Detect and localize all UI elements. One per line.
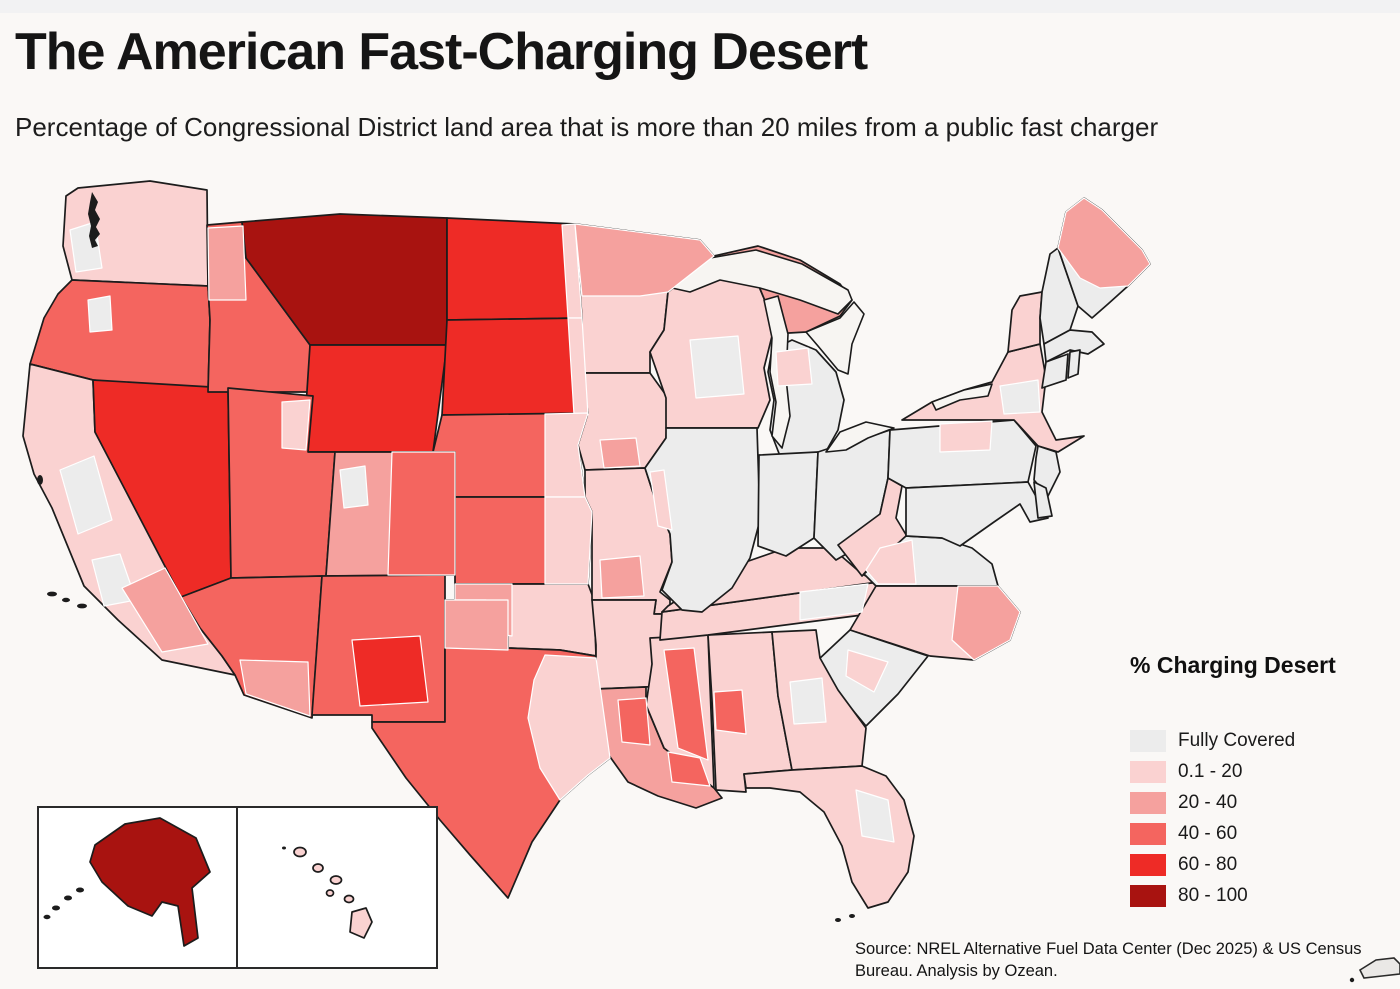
state-delaware	[1033, 481, 1053, 519]
legend-row: 60 - 80	[1130, 849, 1390, 880]
district-patch	[351, 635, 429, 707]
puget-sound-decoration	[88, 192, 100, 248]
aleutian-islands-decoration	[43, 887, 84, 920]
coast-decorations-layer	[37, 192, 855, 922]
source-line-2: Bureau. Analysis by Ozean.	[855, 962, 1058, 980]
legend-row: 40 - 60	[1130, 818, 1390, 849]
district-patch	[387, 451, 456, 576]
page-subtitle: Percentage of Congressional District lan…	[15, 112, 1159, 142]
state-rhode-island	[1067, 349, 1081, 379]
district-patch	[574, 223, 715, 297]
district-patch	[689, 335, 745, 399]
district-patch	[527, 654, 611, 801]
district-patch	[865, 539, 917, 585]
district-patch	[339, 465, 369, 509]
district-patch	[544, 496, 593, 585]
district-patch	[1057, 197, 1151, 289]
lake-ontario	[931, 383, 993, 411]
district-patch	[713, 689, 747, 735]
district-patch	[939, 420, 993, 453]
insets-layer	[37, 806, 438, 969]
district-patch	[667, 751, 711, 787]
district-patch	[789, 677, 827, 725]
legend-label: 80 - 100	[1178, 884, 1248, 906]
source-note: Source: NREL Alternative Fuel Data Cente…	[855, 938, 1365, 982]
legend-row: 80 - 100	[1130, 880, 1390, 911]
legend-swatch-80-100	[1130, 884, 1166, 907]
islet-dot-decoration	[1349, 977, 1355, 983]
state-alaska	[89, 817, 211, 947]
district-patch	[599, 555, 645, 599]
districts-layer	[59, 197, 1151, 843]
channel-island-decoration	[47, 591, 57, 597]
legend: % Charging Desert Fully Covered 0.1 - 20…	[1130, 652, 1390, 911]
legend-rows: Fully Covered 0.1 - 20 20 - 40 40 - 60 6…	[1130, 725, 1390, 911]
legend-row: 0.1 - 20	[1130, 756, 1390, 787]
legend-label: 0.1 - 20	[1178, 760, 1243, 782]
district-patch	[855, 789, 895, 843]
bottom-right-island	[1349, 957, 1400, 983]
district-patch	[951, 585, 1021, 661]
district-patch	[799, 583, 869, 621]
state-new-hampshire	[1039, 247, 1079, 345]
legend-swatch-20-40	[1130, 791, 1166, 814]
district-patch	[121, 567, 209, 653]
legend-swatch-fully-covered	[1130, 729, 1166, 752]
legend-label: Fully Covered	[1178, 729, 1296, 751]
island-decoration	[1358, 957, 1400, 979]
state-maryland	[905, 481, 1049, 547]
legend-row: Fully Covered	[1130, 725, 1390, 756]
legend-label: 20 - 40	[1178, 791, 1238, 813]
district-patch	[775, 347, 813, 387]
state-indiana	[757, 451, 819, 557]
legend-label: 60 - 80	[1178, 853, 1238, 875]
hawaii-inset-box	[236, 806, 438, 969]
great-lakes-layer	[671, 249, 993, 453]
district-patch	[239, 659, 311, 717]
lake-erie	[825, 421, 895, 453]
legend-label: 40 - 60	[1178, 822, 1238, 844]
page-title: The American Fast-Charging Desert	[15, 23, 868, 81]
top-strip	[0, 0, 1400, 13]
state-wyoming	[302, 344, 448, 453]
state-south-dakota	[441, 317, 591, 416]
lake-huron	[805, 301, 865, 375]
legend-row: 20 - 40	[1130, 787, 1390, 818]
district-patch	[999, 379, 1041, 415]
legend-swatch-0-20	[1130, 760, 1166, 783]
district-patch	[87, 295, 113, 333]
district-patch	[663, 647, 709, 761]
district-patch	[281, 399, 311, 451]
district-patch	[649, 469, 673, 531]
channel-island-decoration	[62, 597, 70, 603]
florida-keys-decoration	[849, 914, 855, 918]
district-patch	[599, 437, 641, 469]
source-line-1: Source: NREL Alternative Fuel Data Cente…	[855, 940, 1362, 958]
district-patch	[444, 599, 509, 651]
state-connecticut	[1041, 353, 1069, 389]
hawaii-islands	[282, 846, 373, 939]
district-patch	[59, 455, 113, 535]
hawaii-islet-decoration	[282, 846, 286, 850]
district-patch	[617, 697, 651, 746]
state-vermont	[1007, 291, 1043, 353]
florida-keys-decoration	[835, 918, 841, 922]
channel-island-decoration	[77, 603, 87, 609]
legend-title: % Charging Desert	[1130, 652, 1336, 678]
legend-swatch-60-80	[1130, 853, 1166, 876]
district-patch	[544, 412, 589, 498]
district-patch	[845, 649, 889, 693]
legend-swatch-40-60	[1130, 822, 1166, 845]
state-north-dakota	[446, 217, 583, 321]
sf-bay-decoration	[37, 475, 43, 485]
district-patch	[207, 225, 247, 301]
lake-superior	[671, 249, 853, 315]
